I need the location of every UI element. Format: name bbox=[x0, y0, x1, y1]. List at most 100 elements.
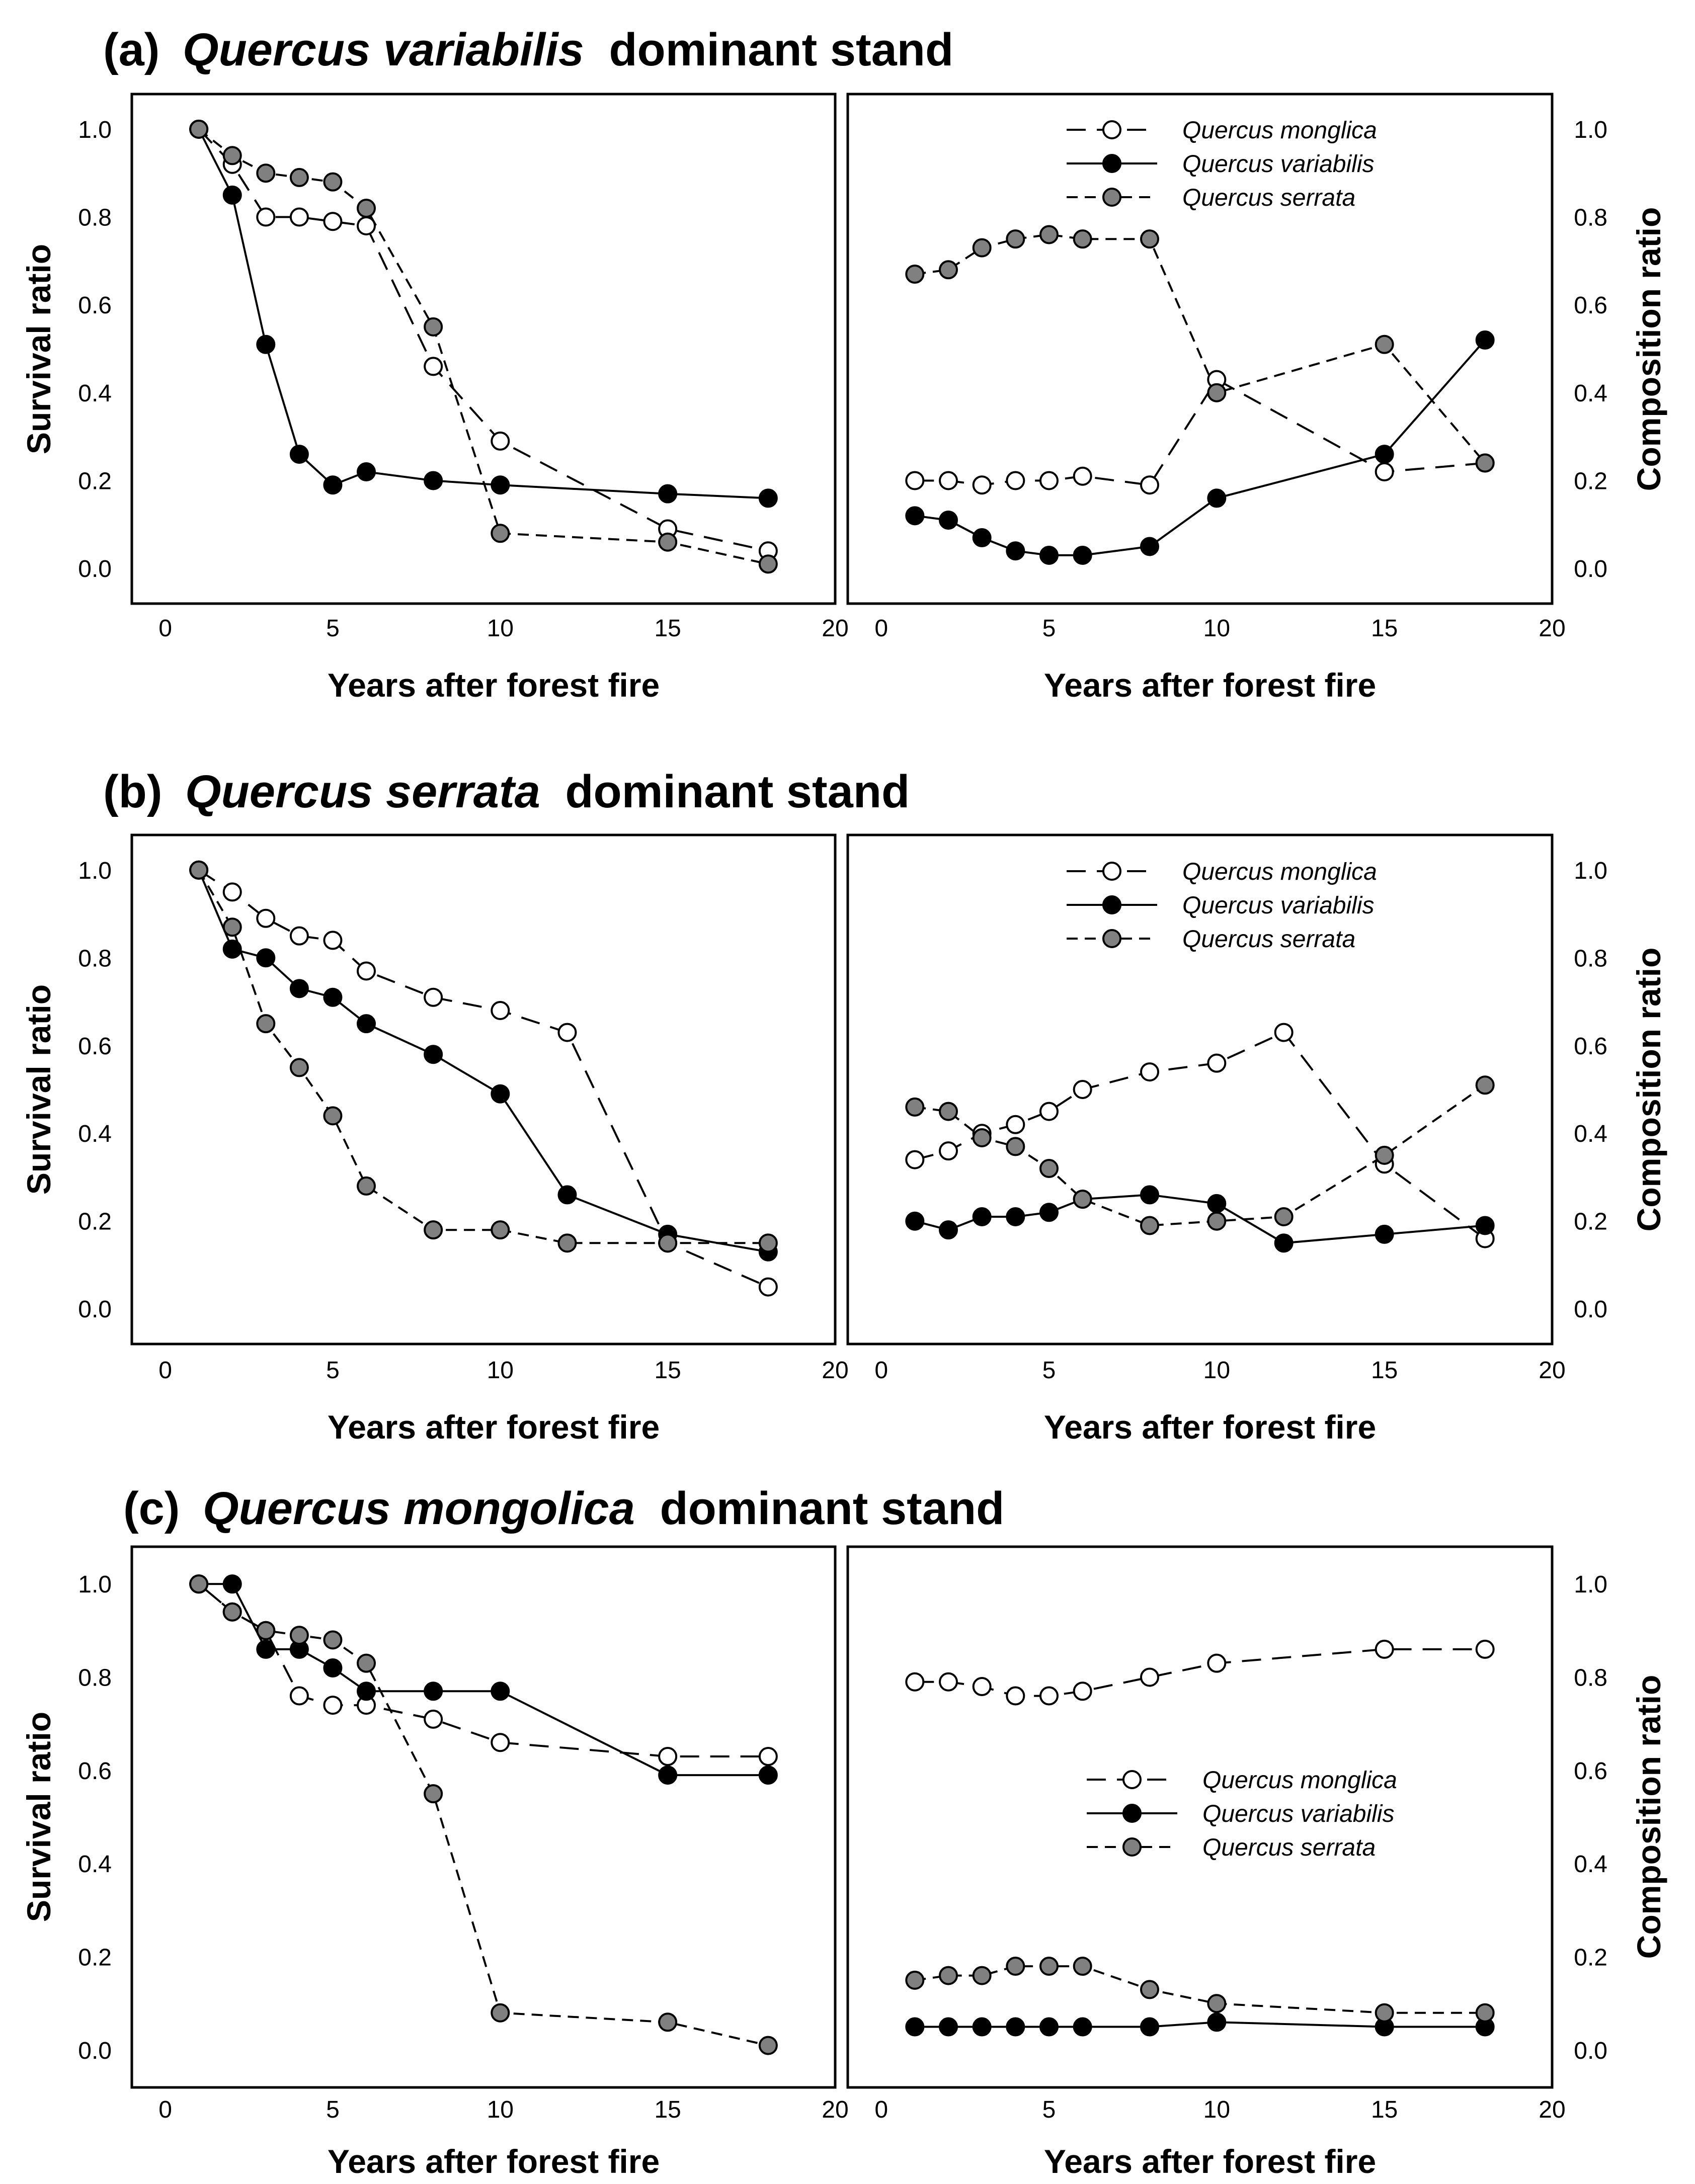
x-tick-label: 10 bbox=[1203, 615, 1230, 642]
data-point-variabilis bbox=[1274, 1233, 1294, 1253]
series-line-serrata bbox=[198, 128, 769, 565]
data-point-monglica bbox=[557, 1023, 577, 1042]
data-point-variabilis bbox=[1475, 1216, 1495, 1235]
data-point-monglica bbox=[1006, 471, 1025, 490]
data-point-monglica bbox=[905, 1150, 925, 1169]
legend-label: Quercus variabilis bbox=[1182, 892, 1374, 919]
panel-b-suffix: dominant stand bbox=[565, 766, 910, 817]
legend-marker bbox=[1102, 188, 1121, 207]
panel-b-title: (b) Quercus serrata dominant stand bbox=[103, 766, 910, 817]
x-tick-label: 5 bbox=[326, 1357, 340, 1384]
data-point-monglica bbox=[1375, 462, 1394, 482]
x-tick-label: 0 bbox=[874, 2096, 888, 2123]
legend-marker bbox=[1102, 120, 1121, 139]
y-tick-label: 0.8 bbox=[78, 1664, 112, 1691]
data-point-variabilis bbox=[1039, 1203, 1059, 1222]
data-point-serrata bbox=[222, 917, 242, 937]
y-tick-label: 0.4 bbox=[78, 1851, 112, 1878]
data-point-variabilis bbox=[939, 2017, 958, 2037]
data-point-variabilis bbox=[323, 475, 343, 495]
data-point-variabilis bbox=[972, 528, 992, 548]
series-line-serrata bbox=[915, 1084, 1486, 1227]
y-tick-label: 1.0 bbox=[1574, 1571, 1607, 1598]
data-point-variabilis bbox=[424, 471, 443, 490]
legend-marker bbox=[1122, 1804, 1142, 1823]
data-point-monglica bbox=[1073, 466, 1092, 486]
x-tick-label: 0 bbox=[874, 615, 888, 642]
data-point-variabilis bbox=[256, 1639, 276, 1659]
data-point-serrata bbox=[323, 1630, 343, 1650]
y-tick-label: 0.6 bbox=[78, 1033, 112, 1060]
data-point-monglica bbox=[658, 1747, 678, 1767]
series-line-monglica bbox=[915, 378, 1485, 486]
data-point-serrata bbox=[939, 1966, 958, 1985]
x-tick-label: 0 bbox=[874, 1357, 888, 1384]
data-point-monglica bbox=[1475, 1639, 1495, 1659]
data-point-serrata bbox=[491, 524, 510, 543]
y-tick-label: 0.0 bbox=[1574, 2038, 1607, 2064]
data-point-variabilis bbox=[658, 1766, 678, 1785]
y-tick-label: 0.2 bbox=[1574, 1209, 1607, 1235]
x-tick-label: 10 bbox=[1203, 2096, 1230, 2123]
data-point-variabilis bbox=[222, 185, 242, 205]
data-point-serrata bbox=[972, 238, 992, 258]
x-tick-label: 20 bbox=[1539, 615, 1565, 642]
data-point-variabilis bbox=[1140, 2017, 1159, 2037]
x-tick-label: 0 bbox=[158, 1357, 172, 1384]
y-tick-label: 0.8 bbox=[78, 205, 112, 231]
y-tick-label: 0.6 bbox=[78, 292, 112, 319]
data-point-serrata bbox=[658, 532, 678, 552]
data-point-monglica bbox=[972, 475, 992, 495]
data-point-serrata bbox=[323, 172, 343, 192]
y-tick-label: 0.2 bbox=[1574, 468, 1607, 494]
plot-a-survival-frame bbox=[130, 93, 837, 605]
data-point-variabilis bbox=[1475, 330, 1495, 350]
plot-b-survival-frame bbox=[130, 833, 837, 1346]
data-point-variabilis bbox=[323, 987, 343, 1007]
data-point-variabilis bbox=[357, 462, 376, 482]
data-point-variabilis bbox=[357, 1682, 376, 1701]
legend-label: Quercus variabilis bbox=[1202, 1801, 1394, 1827]
data-point-monglica bbox=[1375, 1639, 1394, 1659]
data-point-serrata bbox=[1073, 229, 1092, 249]
x-tick-label: 5 bbox=[326, 2096, 340, 2123]
data-point-monglica bbox=[323, 1696, 343, 1715]
y-tick-label: 0.2 bbox=[78, 468, 112, 494]
plot-c-composition-frame bbox=[846, 1545, 1554, 2089]
data-point-variabilis bbox=[222, 939, 242, 959]
data-point-variabilis bbox=[1207, 488, 1227, 508]
panel-c-species: Quercus mongolica bbox=[203, 1483, 635, 1534]
data-point-serrata bbox=[424, 1784, 443, 1804]
data-point-serrata bbox=[1006, 1137, 1025, 1156]
y-tick-label: 0.6 bbox=[1574, 292, 1607, 319]
y-tick-label: 0.2 bbox=[1574, 1945, 1607, 1971]
data-point-serrata bbox=[972, 1128, 992, 1147]
data-point-monglica bbox=[289, 926, 309, 946]
y-axis-label-left: Survival ratio bbox=[20, 1712, 57, 1922]
plot-a-survival: 0 5 10 15 20 0.0 0.2 0.4 0.6 0.8 1.0 Years after fo… bbox=[20, 93, 849, 704]
y-tick-label: 1.0 bbox=[78, 117, 112, 143]
y-tick-label: 0.0 bbox=[1574, 556, 1607, 582]
data-point-variabilis bbox=[557, 1185, 577, 1205]
y-tick-label: 0.4 bbox=[78, 380, 112, 407]
panel-b-label: (b) bbox=[103, 766, 162, 817]
data-point-variabilis bbox=[491, 1682, 510, 1701]
data-point-serrata bbox=[256, 1621, 276, 1640]
y-tick-label: 0.8 bbox=[1574, 1664, 1607, 1691]
data-point-serrata bbox=[289, 1626, 309, 1645]
data-point-variabilis bbox=[222, 1574, 242, 1594]
x-tick-label: 15 bbox=[1371, 615, 1398, 642]
series-line-serrata bbox=[198, 869, 768, 1244]
data-point-serrata bbox=[189, 860, 209, 880]
x-tick-label: 10 bbox=[487, 2096, 514, 2123]
data-point-variabilis bbox=[905, 506, 925, 526]
y-axis-label-left: Survival ratio bbox=[20, 984, 57, 1195]
data-point-monglica bbox=[1073, 1080, 1092, 1099]
data-point-monglica bbox=[491, 1000, 510, 1020]
panel-a-title: (a) Quercus variabilis dominant stand bbox=[103, 24, 953, 75]
data-point-variabilis bbox=[1140, 1185, 1159, 1205]
data-point-monglica bbox=[256, 207, 276, 227]
data-point-variabilis bbox=[256, 334, 276, 354]
data-point-monglica bbox=[424, 987, 443, 1007]
